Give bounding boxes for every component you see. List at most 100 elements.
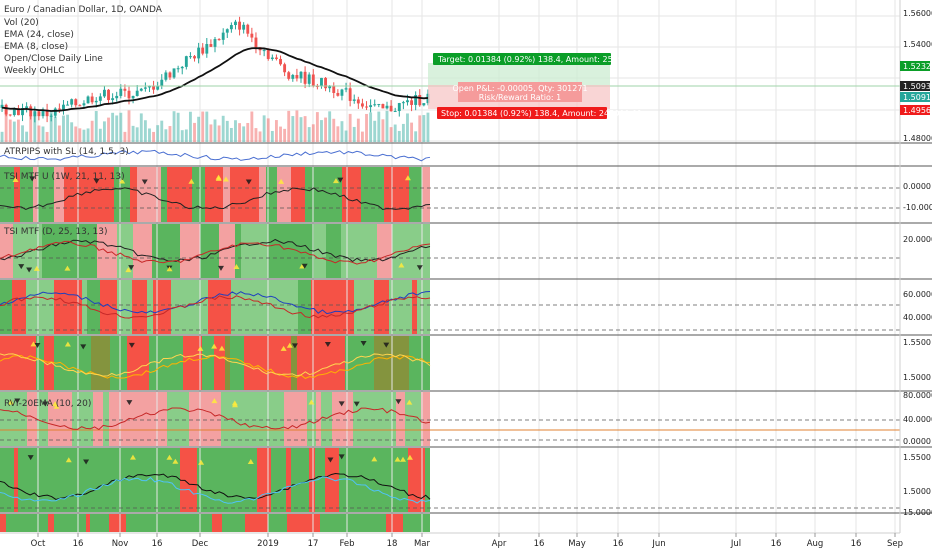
signal-triangle [337,177,344,183]
pane-stripe [40,514,48,532]
pane-stripe [219,224,235,278]
pane-stripe [207,448,224,512]
x-tick-label: May [568,539,586,549]
pane-stripe [0,280,12,334]
pane-stripe [110,336,127,390]
signal-triangle [394,456,401,462]
pane-stripe [287,224,305,278]
volume-bar [49,110,53,142]
pane-stripe [13,224,22,278]
pane-stripe [54,514,74,532]
volume-bar [160,120,164,142]
pane-stripe [347,514,351,532]
atr-line [0,149,431,162]
volume-bar [295,110,299,142]
pane-stripe [222,514,245,532]
gridlines [0,0,900,533]
signal-triangle [29,176,36,182]
signal-triangle [299,263,306,269]
y-tick-label: 0.0000 [903,437,931,446]
pane-stripe [127,336,149,390]
volume-bar [332,118,336,142]
candle-body [225,29,229,33]
pane-stripe [221,392,226,446]
signal-triangle [53,403,60,409]
pane-stripe [184,224,200,278]
pane-stripe [257,448,271,512]
candle-body [311,74,315,87]
pane-title: ATRPIPS with SL (14, 1.5, 3) [4,147,129,157]
candle-body [135,90,139,96]
volume-bar [16,119,20,142]
pane-stripe [241,224,264,278]
candle-body [262,50,266,52]
candle-body [152,85,156,90]
pane-stripe [202,336,214,390]
volume-bar [156,125,160,142]
pane-stripe [5,392,11,446]
pane-stripe [171,224,180,278]
candle-body [16,108,20,116]
volume-bar [397,130,401,142]
x-tick-label: 16 [771,539,782,549]
pane-stripe [287,514,303,532]
signal-triangle [332,178,339,184]
volume-bar [184,129,188,142]
ema-24-line [1,47,429,112]
pane-stripe [412,280,417,334]
pane-stripe [303,448,309,512]
signal-triangle [33,265,40,271]
tsi-weekly-line [0,187,431,211]
candle-body [344,88,348,90]
candle-body [184,56,188,67]
price-axis[interactable]: 1.56000 1.54000 1.48000 1.52323 1.50939 … [899,0,932,533]
signal-triangle [360,340,367,346]
pane-stripe [291,336,297,390]
pane-stripe [389,280,412,334]
price-cyan-line [0,476,431,504]
pane-stripe [6,514,19,532]
volume-bar [74,126,78,142]
signal-triangle [327,457,334,463]
signal-triangle [301,263,308,269]
pane-stripe [72,392,93,446]
volume-bar [123,131,127,142]
pane-stripe [44,336,54,390]
y-tick-label: 1.54000 [903,40,932,49]
pane-dividers [0,142,932,514]
candle-body [213,39,217,47]
pane-stripe [244,336,267,390]
pane-stripe [161,392,167,446]
volume-bar [246,122,250,142]
signal-triangle [119,178,126,184]
y-tick-label: 1.5500 [903,453,931,462]
position-tool[interactable]: Target: 0.01384 (0.92%) 138.4, Amount: 2… [428,53,646,119]
signal-triangle [218,345,225,351]
volume-bar [254,128,258,142]
pane-stripe [159,448,163,512]
candle-body [156,85,160,90]
volume-bar [373,120,377,142]
signal-triangle [215,175,222,181]
last-price: 1.50939 [903,82,932,91]
time-axis[interactable]: Oct 16 Nov 16 Dec 2019 17 Feb 18 Mar Apr 16 May 16 Jun… [0,532,903,549]
volume-bar [369,112,373,142]
pane-stripe [314,514,320,532]
candle-body [62,104,65,110]
signal-triangle [52,401,59,407]
candle-body [102,89,106,97]
volume-bar [365,113,368,142]
pane-stripe [409,336,430,390]
candles [0,16,430,142]
candle-body [238,21,242,30]
pane-stripe [325,448,339,512]
pane-stripe [204,392,221,446]
candle-body [98,96,102,101]
pane-stripe [341,224,363,278]
pane-stripe [214,336,225,390]
pane-stripe [121,448,143,512]
candle-body [393,111,397,113]
pane-stripe [348,167,361,222]
volume-bar [401,123,405,142]
